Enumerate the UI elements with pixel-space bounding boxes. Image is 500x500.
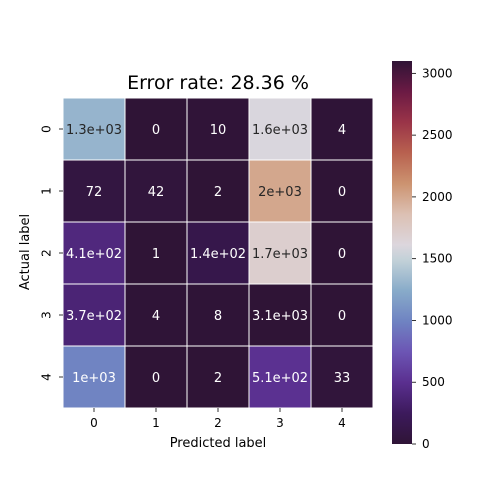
x-tick-label: 0	[90, 416, 98, 430]
heatmap-cell	[310, 159, 374, 223]
cell-value-label: 3.1e+03	[252, 309, 308, 324]
cell-value-label: 1.7e+03	[252, 247, 308, 262]
heatmap-cells: 1.3e+03 0 10 1.6e+03 472 42 2 2e+03 04.1e+02 1 1.4…	[62, 97, 374, 409]
heatmap-cell	[124, 97, 188, 161]
cell-value-label: 1	[152, 247, 160, 262]
cell-value-label: 10	[210, 123, 227, 138]
cell-value-label: 2	[214, 185, 222, 200]
heatmap-cell	[310, 345, 374, 409]
heatmap-cell	[124, 283, 188, 347]
x-tick-label: 3	[276, 416, 284, 430]
x-tick-label: 4	[338, 416, 346, 430]
heatmap-cell	[248, 221, 312, 285]
heatmap-cell	[310, 283, 374, 347]
heatmap-cell	[248, 283, 312, 347]
x-tick-label: 2	[214, 416, 222, 430]
y-tick-label: 1	[40, 187, 54, 195]
y-tick-label: 0	[40, 125, 54, 133]
y-axis-ticks: 0 1 2 3 4	[40, 125, 63, 381]
cell-value-label: 33	[334, 371, 351, 386]
cell-value-label: 1e+03	[72, 371, 116, 386]
heatmap-cell	[186, 159, 250, 223]
cell-value-label: 0	[338, 247, 346, 262]
y-tick-label: 3	[40, 311, 54, 319]
colorbar-ticks: 0 500 1000 1500 2000 2500 3000	[412, 66, 453, 451]
cell-value-label: 4.1e+02	[66, 247, 122, 262]
cell-value-label: 72	[86, 185, 103, 200]
heatmap-cell	[62, 345, 126, 409]
cell-value-label: 2	[214, 371, 222, 386]
x-axis-ticks: 0 1 2 3 4	[90, 408, 346, 430]
colorbar-tick-label: 2000	[422, 190, 453, 204]
cell-value-label: 0	[152, 123, 160, 138]
x-tick-label: 1	[152, 416, 160, 430]
heatmap-cell	[124, 345, 188, 409]
cell-value-label: 0	[338, 309, 346, 324]
colorbar-tick-label: 500	[422, 375, 445, 389]
cell-value-label: 42	[148, 185, 165, 200]
colorbar-tick-label: 1500	[422, 252, 453, 266]
cell-value-label: 0	[152, 371, 160, 386]
colorbar	[392, 61, 412, 444]
heatmap-cell	[186, 283, 250, 347]
chart-title: Error rate: 28.36 %	[127, 72, 309, 94]
cell-value-label: 0	[338, 185, 346, 200]
cell-value-label: 1.3e+03	[66, 123, 122, 138]
cell-value-label: 4	[152, 309, 160, 324]
cell-value-label: 4	[338, 123, 346, 138]
heatmap-cell	[186, 97, 250, 161]
cell-value-label: 3.7e+02	[66, 309, 122, 324]
colorbar-tick-label: 2500	[422, 128, 453, 142]
x-axis-label: Predicted label	[170, 436, 267, 451]
heatmap-cell	[124, 221, 188, 285]
heatmap-cell	[62, 97, 126, 161]
cell-value-label: 2e+03	[258, 185, 302, 200]
y-tick-label: 2	[40, 249, 54, 257]
cell-value-label: 1.6e+03	[252, 123, 308, 138]
colorbar-tick-label: 1000	[422, 313, 453, 327]
heatmap-cell	[186, 345, 250, 409]
cell-value-label: 5.1e+02	[252, 371, 308, 386]
colorbar-tick-label: 0	[422, 437, 430, 451]
cell-value-label: 8	[214, 309, 222, 324]
colorbar-tick-label: 3000	[422, 66, 453, 80]
y-tick-label: 4	[40, 373, 54, 381]
cell-value-label: 1.4e+02	[190, 247, 246, 262]
y-axis-label: Actual label	[18, 214, 33, 290]
